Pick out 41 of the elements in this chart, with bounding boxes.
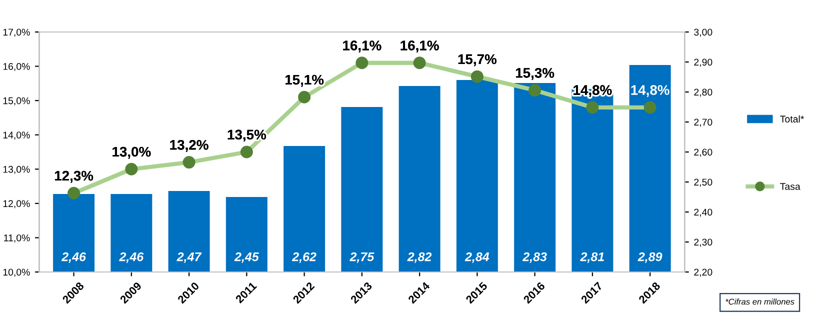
data-label: 12,3% xyxy=(54,170,94,183)
y2-tick-label: 2,70 xyxy=(694,118,712,127)
data-label: 2,47 xyxy=(176,252,202,264)
data-label: 2,46 xyxy=(61,252,86,264)
y2-tick-label: 2,60 xyxy=(694,148,712,157)
y2-tick-label: 2,50 xyxy=(694,178,712,187)
y2-tick-label: 3,00 xyxy=(694,28,712,37)
data-label: 2,83 xyxy=(522,252,547,264)
data-label: 2,62 xyxy=(292,252,316,264)
y-tick-label: 15,0% xyxy=(3,97,30,106)
data-label: 16,1% xyxy=(400,40,439,52)
y-tick-label: 16,0% xyxy=(3,63,30,72)
y2-tick-label: 2,20 xyxy=(694,268,712,277)
data-label: 2,46 xyxy=(119,252,144,264)
y2-tick-label: 2,90 xyxy=(694,58,712,67)
legend-label: Total* xyxy=(780,115,804,123)
y-tick-label: 10,0% xyxy=(3,268,30,277)
data-label: 2,81 xyxy=(580,252,604,264)
y2-tick-label: 2,30 xyxy=(694,238,712,247)
data-label: 2,89 xyxy=(638,252,662,264)
data-label: 2,82 xyxy=(407,252,432,264)
data-label: 14,8% xyxy=(631,85,670,97)
data-label: 15,1% xyxy=(285,74,324,87)
data-label: 13,5% xyxy=(228,130,266,142)
data-label: 2,45 xyxy=(234,252,259,264)
data-label: 16,1% xyxy=(343,40,382,52)
data-label: 13,2% xyxy=(170,140,208,152)
y-tick-label: 12,0% xyxy=(3,200,30,208)
y-tick-label: 13,0% xyxy=(3,166,30,174)
data-label: 2,75 xyxy=(350,252,374,264)
data-label: 15,3% xyxy=(516,68,554,80)
y-tick-label: 17,0% xyxy=(3,28,30,37)
y2-tick-label: 2,80 xyxy=(694,88,712,97)
y-tick-label: 14,0% xyxy=(3,132,30,140)
data-label: 2,84 xyxy=(464,252,490,264)
text: *Cifras en millones xyxy=(726,298,794,305)
legend-label: Tasa xyxy=(780,183,800,190)
data-label: 13,0% xyxy=(112,146,151,159)
data-label: 15,7% xyxy=(458,54,497,66)
y2-tick-label: 2,40 xyxy=(694,208,712,217)
y-tick-label: 11,0% xyxy=(4,234,30,242)
